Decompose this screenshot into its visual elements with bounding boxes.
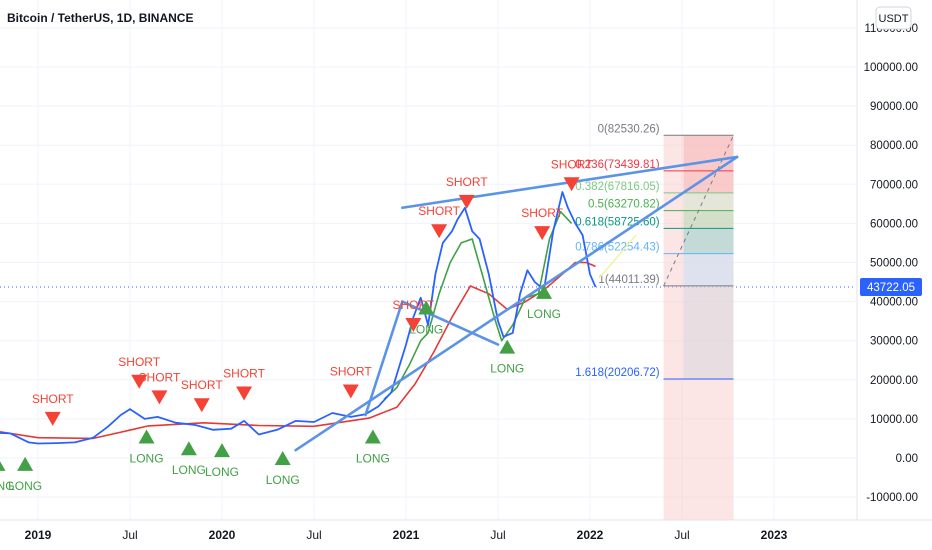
fib-level-label: 0.5(63270.82) <box>588 199 660 211</box>
chart-title: Bitcoin / TetherUS, 1D, BINANCE <box>7 11 193 25</box>
short-triangle-icon <box>405 318 422 333</box>
short-signal-label: SHORT <box>330 365 372 379</box>
y-tick-label: 30000.00 <box>870 336 918 348</box>
long-signal-label: LONG <box>8 479 42 493</box>
long-triangle-icon <box>214 443 230 458</box>
fib-level-label: 0.382(67816.05) <box>575 181 660 193</box>
short-triangle-icon <box>44 411 61 426</box>
x-tick-label: 2020 <box>209 528 236 542</box>
short-triangle-icon <box>151 390 168 405</box>
short-triangle-icon <box>193 398 210 413</box>
y-tick-label: 90000.00 <box>870 101 918 113</box>
x-tick-label: Jul <box>490 528 505 542</box>
x-tick-label: 2022 <box>577 528 604 542</box>
long-triangle-icon <box>536 284 552 299</box>
currency-button-label: USDT <box>879 13 909 25</box>
x-tick-label: 2019 <box>25 528 52 542</box>
short-signal-label: SHORT <box>551 157 593 171</box>
long-signal-label: LONG <box>130 451 164 465</box>
short-signal-label: SHORT <box>118 355 160 369</box>
y-tick-label: 70000.00 <box>870 179 918 191</box>
series-ma-fast-line <box>383 210 573 400</box>
time-scale[interactable]: 2019 Jul 2020 Jul 2021 Jul 2022 Jul 2023 <box>25 528 788 542</box>
y-tick-label: 100000.00 <box>864 62 918 74</box>
trend-line[interactable] <box>364 300 404 417</box>
y-tick-label: 0.00 <box>896 453 918 465</box>
long-signal-label: LONG <box>266 473 300 487</box>
short-signal-label: SHORT <box>446 175 488 189</box>
series-price-line <box>0 191 597 445</box>
y-tick-label: 60000.00 <box>870 218 918 230</box>
long-signal-label: LONG <box>0 479 15 493</box>
last-price-value: 43722.05 <box>867 282 915 294</box>
x-tick-label: Jul <box>306 528 321 542</box>
y-tick-label: 20000.00 <box>870 375 918 387</box>
short-signal-label: SHORT <box>418 204 460 218</box>
long-signal-label: LONG <box>356 451 390 465</box>
short-triangle-icon <box>131 374 148 389</box>
short-triangle-icon <box>534 226 551 241</box>
short-signal-label: SHORT <box>521 206 563 220</box>
short-signal-label: SHORT <box>223 366 265 380</box>
y-tick-label: -10000.00 <box>866 492 918 504</box>
short-signal-label: SHORT <box>32 392 74 406</box>
last-price-badge-bg <box>860 278 922 297</box>
price-scale[interactable]: -10000.00 0.00 10000.00 20000.00 30000.00 400… <box>864 23 918 504</box>
fib-level-label: 0.618(58725.60) <box>575 216 660 228</box>
last-price-badge: 43722.05 <box>860 278 922 297</box>
fib-zone <box>683 210 734 229</box>
x-tick-label: Jul <box>122 528 137 542</box>
fibonacci-retracement[interactable]: 0(82530.26) 0.236(73439.81) 0.382(67816.05… <box>575 123 734 521</box>
long-signal-label: LONG <box>172 463 206 477</box>
short-triangle-icon <box>236 386 253 401</box>
short-triangle-icon <box>563 177 580 192</box>
short-triangle-icon <box>342 384 359 399</box>
short-signal-label: SHORT <box>139 370 181 384</box>
long-triangle-icon <box>138 429 155 444</box>
long-triangle-icon <box>364 429 381 444</box>
forecast-line[interactable] <box>598 234 637 279</box>
series-layer <box>0 191 597 445</box>
grid <box>0 0 856 520</box>
fib-zone <box>683 253 734 286</box>
long-signal-label: LONG <box>409 322 443 336</box>
currency-button[interactable]: USDT <box>875 6 912 30</box>
y-tick-label: 80000.00 <box>870 140 918 152</box>
long-triangle-icon <box>0 461 6 471</box>
fib-level-label: 0.786(52254.43) <box>575 242 660 254</box>
fib-zone <box>683 228 734 254</box>
x-tick-label: 2023 <box>761 528 788 542</box>
long-signal-label: LONG <box>205 465 239 479</box>
long-triangle-icon <box>499 339 516 354</box>
fib-level-label: 1.618(20206.72) <box>575 367 660 379</box>
trend-line[interactable] <box>401 300 500 346</box>
fib-level-label: 1(44011.39) <box>598 274 659 286</box>
short-signal-label: SHORT <box>181 378 223 392</box>
fib-level-label: 0.236(73439.81) <box>575 159 660 171</box>
fib-zone <box>683 170 734 193</box>
y-tick-label: 10000.00 <box>870 414 918 426</box>
long-triangle-icon <box>17 456 34 471</box>
long-triangle-icon <box>274 451 291 465</box>
long-signal-label: LONG <box>527 307 561 321</box>
x-tick-label: 2021 <box>393 528 420 542</box>
fib-zone <box>683 285 734 379</box>
y-tick-label: 50000.00 <box>870 258 918 270</box>
long-triangle-icon <box>418 300 435 315</box>
series-ma-slow-line <box>0 261 596 440</box>
long-signal-label: LONG <box>490 362 524 376</box>
fib-level-label: 0(82530.26) <box>598 123 660 135</box>
fib-zone <box>683 192 734 211</box>
y-tick-label: 40000.00 <box>870 297 918 309</box>
long-triangle-icon <box>180 441 197 456</box>
short-triangle-icon <box>431 224 448 239</box>
x-tick-label: Jul <box>674 528 689 542</box>
short-triangle-icon <box>458 194 475 209</box>
